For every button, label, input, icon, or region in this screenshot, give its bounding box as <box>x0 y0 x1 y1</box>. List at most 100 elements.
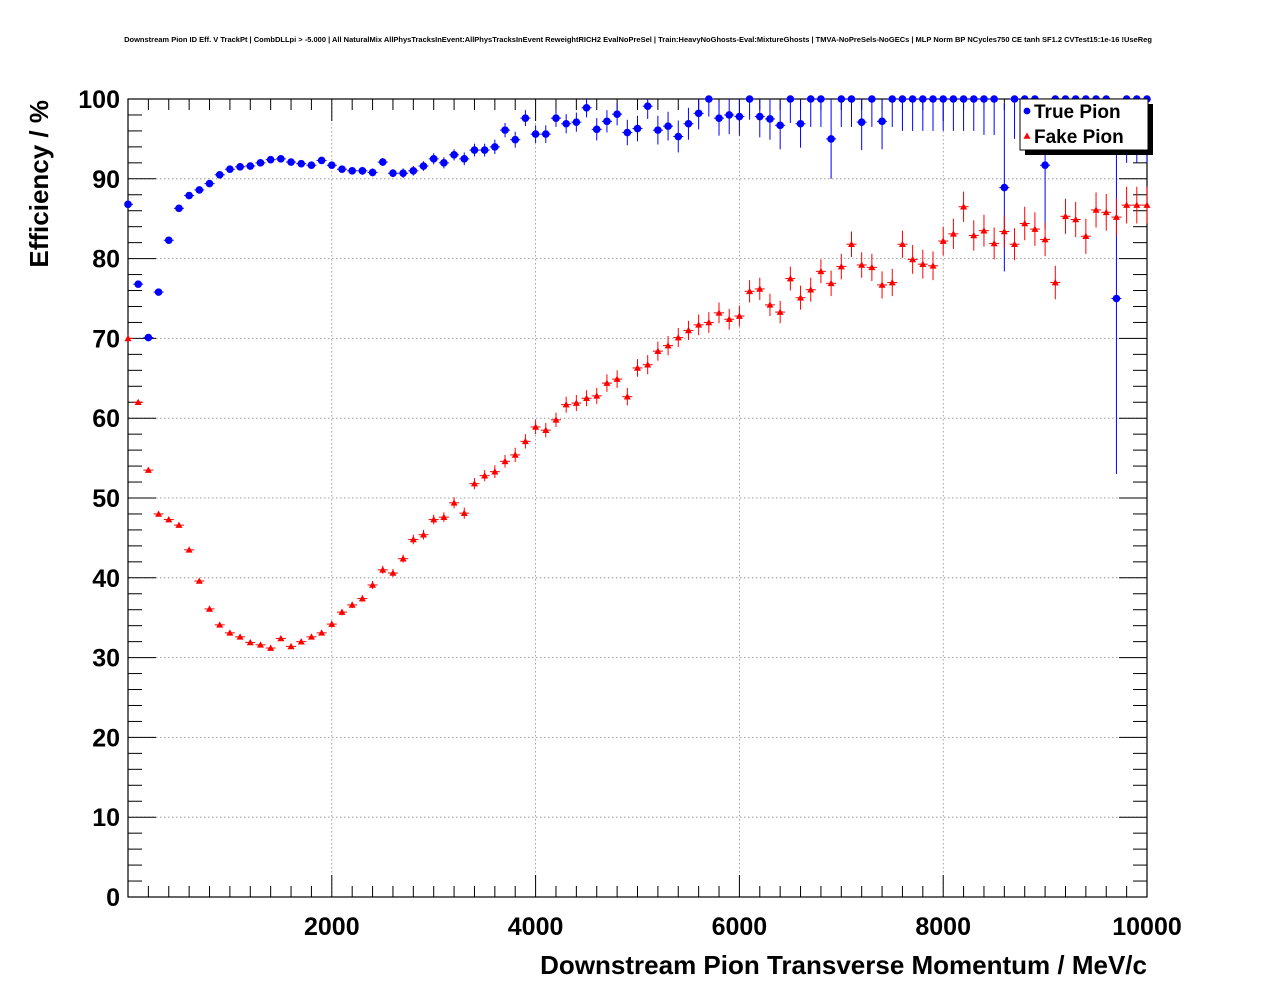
data-point <box>764 293 775 317</box>
data-point <box>652 115 663 145</box>
marker <box>837 95 846 103</box>
data-point <box>133 280 144 288</box>
legend-box <box>1019 98 1149 151</box>
marker <box>358 167 367 175</box>
x-tick-label: 8000 <box>915 913 971 941</box>
data-point <box>591 118 602 141</box>
data-point <box>357 595 368 602</box>
y-tick-label: 40 <box>92 565 120 593</box>
y-tick-label: 0 <box>106 884 120 912</box>
y-axis-label: Efficiency / % <box>24 100 54 268</box>
data-point <box>652 341 663 361</box>
marker <box>592 125 601 134</box>
marker <box>868 263 876 271</box>
data-point <box>326 620 337 628</box>
data-point <box>306 633 317 640</box>
data-point <box>581 390 592 407</box>
marker <box>195 577 203 584</box>
marker <box>949 230 957 237</box>
marker <box>644 361 652 368</box>
marker <box>144 466 152 473</box>
marker <box>124 334 132 342</box>
data-point <box>367 168 378 177</box>
data-point <box>459 507 470 519</box>
marker <box>297 638 305 645</box>
data-point <box>336 608 347 616</box>
marker <box>878 117 886 126</box>
marker <box>155 510 163 517</box>
marker <box>807 286 815 293</box>
marker <box>643 102 652 110</box>
data-point <box>734 99 745 136</box>
marker <box>908 95 917 103</box>
data-point <box>958 191 969 222</box>
marker <box>430 516 438 523</box>
data-point <box>489 465 500 479</box>
data-point <box>846 231 857 258</box>
data-point <box>795 285 806 310</box>
data-point <box>938 226 949 256</box>
marker <box>409 167 418 175</box>
marker <box>215 171 224 179</box>
marker <box>684 326 692 334</box>
data-point <box>826 270 837 297</box>
marker <box>969 95 978 103</box>
data-point <box>1101 193 1112 231</box>
data-point <box>601 110 612 133</box>
marker <box>939 95 947 103</box>
marker <box>317 156 326 165</box>
marker <box>725 315 733 323</box>
marker <box>501 126 509 134</box>
marker <box>267 644 275 651</box>
marker <box>246 162 255 170</box>
data-point <box>571 112 582 132</box>
marker <box>318 629 326 636</box>
data-point <box>734 305 745 327</box>
legend-marker <box>1023 132 1031 139</box>
data-point <box>1009 95 1020 139</box>
marker <box>623 393 631 400</box>
marker <box>307 633 315 640</box>
data-point <box>153 288 164 296</box>
data-point <box>744 280 755 303</box>
data-point <box>449 149 460 161</box>
data-point <box>336 165 347 174</box>
marker <box>378 158 387 166</box>
y-tick-label: 30 <box>92 645 120 673</box>
data-point <box>449 497 460 509</box>
data-point <box>275 155 286 163</box>
marker <box>786 275 794 282</box>
data-point <box>795 99 806 148</box>
data-point <box>1009 228 1020 261</box>
marker <box>1051 279 1059 286</box>
data-point <box>326 161 337 170</box>
marker <box>287 158 295 166</box>
data-point <box>1131 186 1142 224</box>
marker <box>898 240 906 248</box>
data-point <box>124 200 133 209</box>
marker <box>185 546 193 553</box>
y-tick-label: 50 <box>92 485 120 513</box>
marker <box>919 95 927 103</box>
marker <box>256 159 265 167</box>
marker <box>562 401 570 408</box>
data-point <box>357 166 368 175</box>
marker <box>755 112 764 121</box>
marker <box>277 634 285 642</box>
data-point <box>163 516 174 523</box>
data-point <box>999 215 1010 248</box>
marker <box>389 169 397 178</box>
marker <box>338 165 346 174</box>
data-point <box>204 605 215 612</box>
data-point <box>663 336 674 356</box>
marker <box>440 513 448 520</box>
data-point <box>184 191 195 200</box>
marker <box>735 112 744 121</box>
data-point <box>214 171 225 179</box>
marker <box>1082 232 1090 240</box>
data-point <box>1111 122 1122 475</box>
marker <box>847 240 855 248</box>
legend-marker <box>1023 107 1031 115</box>
marker <box>429 155 438 163</box>
data-point <box>642 355 653 375</box>
